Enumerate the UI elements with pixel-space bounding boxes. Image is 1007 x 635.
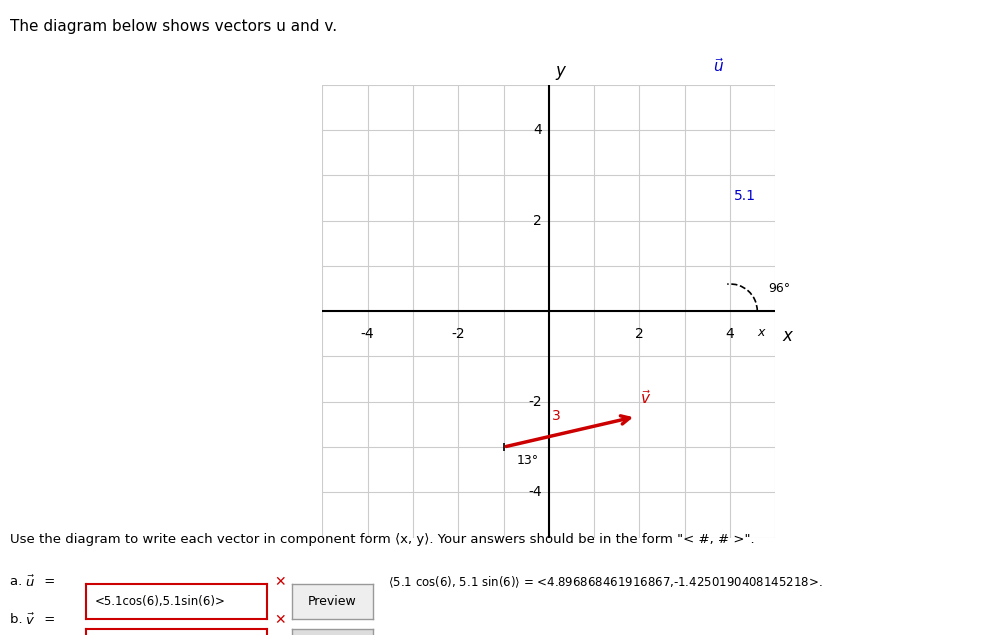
Text: -2: -2 [451,327,465,341]
Text: x: x [782,327,793,345]
Text: =: = [40,613,59,625]
Text: $\vec{u}$: $\vec{u}$ [713,57,724,74]
Text: 13°: 13° [518,454,539,467]
Text: $\vec{u}$: $\vec{u}$ [25,575,35,590]
Text: $\langle$5.1 cos(6), 5.1 sin(6)$\rangle$ = <4.896868461916867,-1.425019040814521: $\langle$5.1 cos(6), 5.1 sin(6)$\rangle$… [388,575,823,590]
Text: 5.1: 5.1 [734,189,756,203]
Text: ✕: ✕ [274,575,286,589]
Text: -4: -4 [361,327,375,341]
Text: -2: -2 [529,395,542,409]
Text: 4: 4 [726,327,734,341]
Text: 3: 3 [552,409,561,423]
Text: x: x [757,326,764,338]
Text: 2: 2 [534,213,542,227]
Text: b.: b. [10,613,27,625]
Text: <5.1cos(6),5.1sin(6)>: <5.1cos(6),5.1sin(6)> [95,595,226,608]
Text: The diagram below shows vectors u and v.: The diagram below shows vectors u and v. [10,19,337,34]
Text: $\vec{v}$: $\vec{v}$ [25,613,35,628]
Text: ✕: ✕ [274,613,286,627]
Text: 4: 4 [534,123,542,137]
Text: -4: -4 [529,485,542,499]
Text: a.: a. [10,575,26,587]
Text: Preview: Preview [308,595,356,608]
Text: =: = [40,575,59,587]
Text: 96°: 96° [768,283,790,295]
Text: y: y [556,62,566,80]
Text: 2: 2 [635,327,643,341]
Text: $\vec{v}$: $\vec{v}$ [640,389,652,408]
Text: Use the diagram to write each vector in component form ⟨x, y⟩. Your answers shou: Use the diagram to write each vector in … [10,533,754,546]
